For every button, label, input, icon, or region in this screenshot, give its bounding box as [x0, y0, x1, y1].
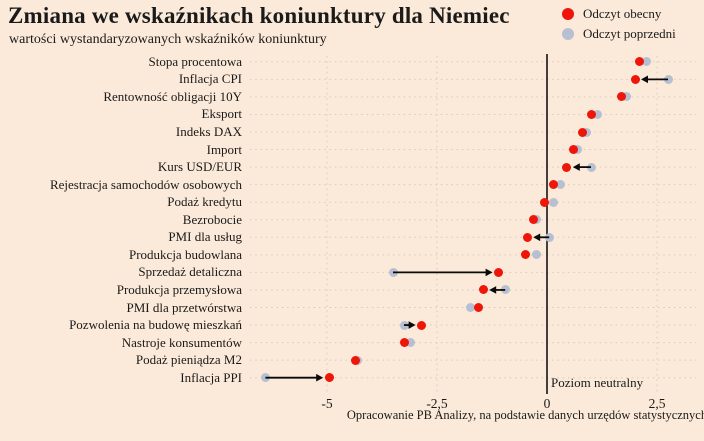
category-label: PMI dla przetwórstwa [126, 299, 242, 315]
current-reading-dot [617, 92, 627, 102]
x-tick-label: 2,5 [648, 396, 666, 411]
previous-reading-dot [621, 92, 631, 102]
current-reading-dot [549, 180, 559, 190]
previous-reading-dot [549, 197, 559, 207]
x-tick-label: 0 [543, 396, 551, 411]
category-label: Inflacja CPI [178, 71, 242, 87]
current-reading-dot [351, 355, 361, 365]
category-label: Inflacja PPI [180, 369, 242, 385]
current-reading-dot [568, 145, 578, 155]
current-reading-dot [417, 320, 427, 330]
current-reading-dot [494, 267, 504, 277]
category-label: Produkcja budowlana [128, 246, 242, 262]
current-reading-dot [586, 109, 596, 119]
current-reading-dot [474, 303, 484, 312]
category-label: Sprzedaż detaliczna [138, 264, 242, 280]
current-reading-dot [399, 338, 409, 348]
category-label: Import [206, 141, 242, 157]
previous-reading-dot [544, 232, 554, 242]
current-reading-dot [634, 57, 644, 67]
previous-reading-dot [388, 267, 398, 277]
category-label: Kurs USD/EUR [157, 159, 242, 175]
category-label: Eksport [201, 106, 242, 122]
legend-item-label: Odczyt poprzedni [583, 26, 676, 41]
legend: Odczyt obecny Odczyt poprzedni [562, 4, 676, 44]
category-label: Indeks DAX [175, 124, 242, 139]
current-reading-dot [522, 232, 532, 242]
previous-reading-dot [593, 109, 603, 119]
category-label: Produkcja przemysłowa [116, 281, 242, 297]
current-reading-dot [520, 250, 530, 260]
previous-reading-dot-icon [562, 28, 574, 40]
category-label: Rentowność obligacji 10Y [103, 88, 242, 104]
previous-reading-dot [555, 180, 565, 190]
legend-item-label: Odczyt obecny [583, 6, 662, 21]
current-reading-dot [630, 74, 640, 84]
current-reading-dot [324, 373, 334, 383]
current-reading-dot [540, 197, 550, 207]
category-label: Bezrobocie [182, 211, 242, 227]
current-reading-dot-icon [562, 8, 574, 20]
current-reading-dot [478, 285, 488, 295]
legend-item-current: Odczyt obecny [562, 4, 676, 24]
x-tick-label: -5 [321, 396, 333, 411]
gridlines [250, 54, 696, 394]
category-label: PMI dla usług [168, 229, 242, 245]
legend-item-previous: Odczyt poprzedni [562, 24, 676, 44]
category-label: Stopa procentowa [148, 53, 242, 69]
source-note: Opracowanie PB Analizy, na podstawie dan… [346, 408, 704, 422]
neutral-level-label: Poziom neutralny [551, 375, 644, 390]
previous-reading-dot [663, 74, 673, 84]
plot-area [248, 54, 700, 395]
previous-reading-dot [260, 373, 270, 383]
x-tick-label: -2,5 [426, 396, 448, 411]
category-label: Podaż kredytu [167, 194, 242, 210]
category-label: Podaż pieniądza M2 [135, 352, 242, 368]
current-reading-dot [577, 127, 587, 137]
previous-reading-dot [531, 250, 541, 260]
current-reading-dot [529, 215, 539, 225]
chart-subtitle: wartości wystandaryzowanych wskaźników k… [9, 32, 327, 47]
previous-reading-dot [399, 320, 409, 330]
previous-reading-dot [641, 57, 651, 67]
previous-reading-dot [406, 338, 416, 348]
chart-title: Zmiana we wskaźnikach koniunktury dla Ni… [8, 3, 510, 28]
category-label: Rejestracja samochodów osobowych [49, 176, 242, 192]
current-reading-dot [562, 162, 572, 172]
category-label: Nastroje konsumentów [121, 334, 242, 350]
previous-reading-dot [465, 303, 475, 312]
previous-reading-dot [586, 162, 596, 172]
category-label: Pozwolenia na budowę mieszkań [69, 317, 242, 333]
